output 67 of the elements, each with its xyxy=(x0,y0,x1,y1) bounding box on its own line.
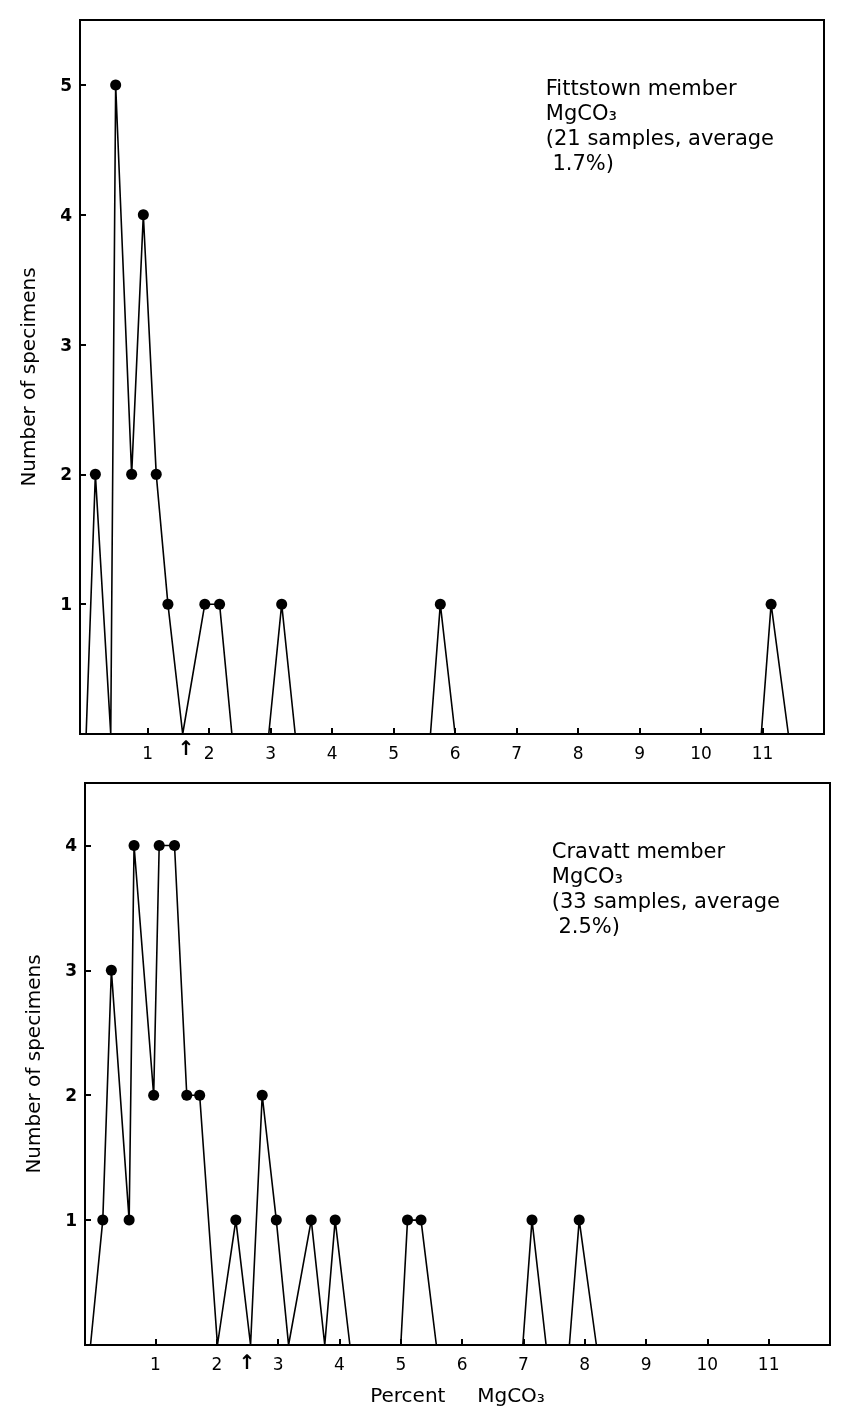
point xyxy=(162,598,174,610)
text: ↑ xyxy=(177,736,195,760)
point xyxy=(765,598,777,610)
y-tick-label: 1 xyxy=(60,594,72,615)
point xyxy=(199,598,211,610)
point xyxy=(153,839,165,851)
point xyxy=(573,1214,585,1226)
x-tick-label: 6 xyxy=(456,1353,468,1374)
x-tick-label: 10 xyxy=(690,742,712,763)
x-tick-label: 11 xyxy=(751,742,774,763)
x-tick-label: 2 xyxy=(203,742,215,763)
point xyxy=(270,1214,282,1226)
x-axis-title: Percent MgCO₃ xyxy=(370,1383,545,1407)
x-tick-label: 2 xyxy=(211,1353,223,1374)
x-tick-label: 3 xyxy=(265,742,277,763)
x-tick-label: 6 xyxy=(449,742,461,763)
x-tick-label: 7 xyxy=(511,742,522,763)
point xyxy=(402,1214,414,1226)
point xyxy=(230,1214,242,1226)
point xyxy=(526,1214,538,1226)
y-tick-label: 5 xyxy=(60,74,72,95)
y-tick-label: 3 xyxy=(60,334,72,355)
x-tick-label: 4 xyxy=(334,1353,345,1374)
annotation: Fittstown member MgCO₃ (21 samples, average 1.7%) xyxy=(545,75,774,175)
point xyxy=(105,964,117,976)
point xyxy=(110,79,122,91)
annotation: Cravatt member MgCO₃ (33 samples, average 2.5%) xyxy=(551,838,780,938)
point xyxy=(123,1214,135,1226)
y-axis-title: Number of specimens xyxy=(21,954,45,1174)
x-tick-label: 5 xyxy=(388,742,399,763)
x-tick-label: 4 xyxy=(326,742,338,763)
x-tick-label: 5 xyxy=(395,1353,407,1374)
y-tick-label: 3 xyxy=(65,960,77,981)
x-tick-label: 9 xyxy=(640,1353,652,1374)
y-tick-label: 2 xyxy=(60,464,72,485)
x-tick-label: 7 xyxy=(518,1353,529,1374)
point xyxy=(137,209,149,221)
y-axis-title: Number of specimens xyxy=(16,267,40,487)
x-tick-label: 8 xyxy=(572,742,584,763)
y-tick-label: 1 xyxy=(65,1210,77,1231)
point xyxy=(128,839,140,851)
point xyxy=(126,468,138,480)
point xyxy=(434,598,446,610)
point xyxy=(214,598,226,610)
x-tick-label: 1 xyxy=(142,742,154,763)
y-tick-label: 2 xyxy=(65,1085,77,1106)
y-tick-label: 4 xyxy=(60,204,73,225)
x-tick-label: 10 xyxy=(696,1353,719,1374)
point xyxy=(148,1089,160,1101)
text: ↑ xyxy=(238,1350,256,1374)
x-tick-label: 9 xyxy=(634,742,645,763)
point xyxy=(276,598,288,610)
point xyxy=(305,1214,317,1226)
point xyxy=(256,1089,268,1101)
y-tick-label: 4 xyxy=(65,835,78,856)
point xyxy=(329,1214,341,1226)
point xyxy=(89,468,101,480)
point xyxy=(415,1214,427,1226)
point xyxy=(169,839,181,851)
point xyxy=(194,1089,206,1101)
point xyxy=(181,1089,193,1101)
point xyxy=(150,468,162,480)
point xyxy=(97,1214,109,1226)
x-tick-label: 11 xyxy=(757,1353,780,1374)
x-tick-label: 8 xyxy=(579,1353,591,1374)
x-tick-label: 3 xyxy=(272,1353,284,1374)
x-tick-label: 1 xyxy=(150,1353,161,1374)
